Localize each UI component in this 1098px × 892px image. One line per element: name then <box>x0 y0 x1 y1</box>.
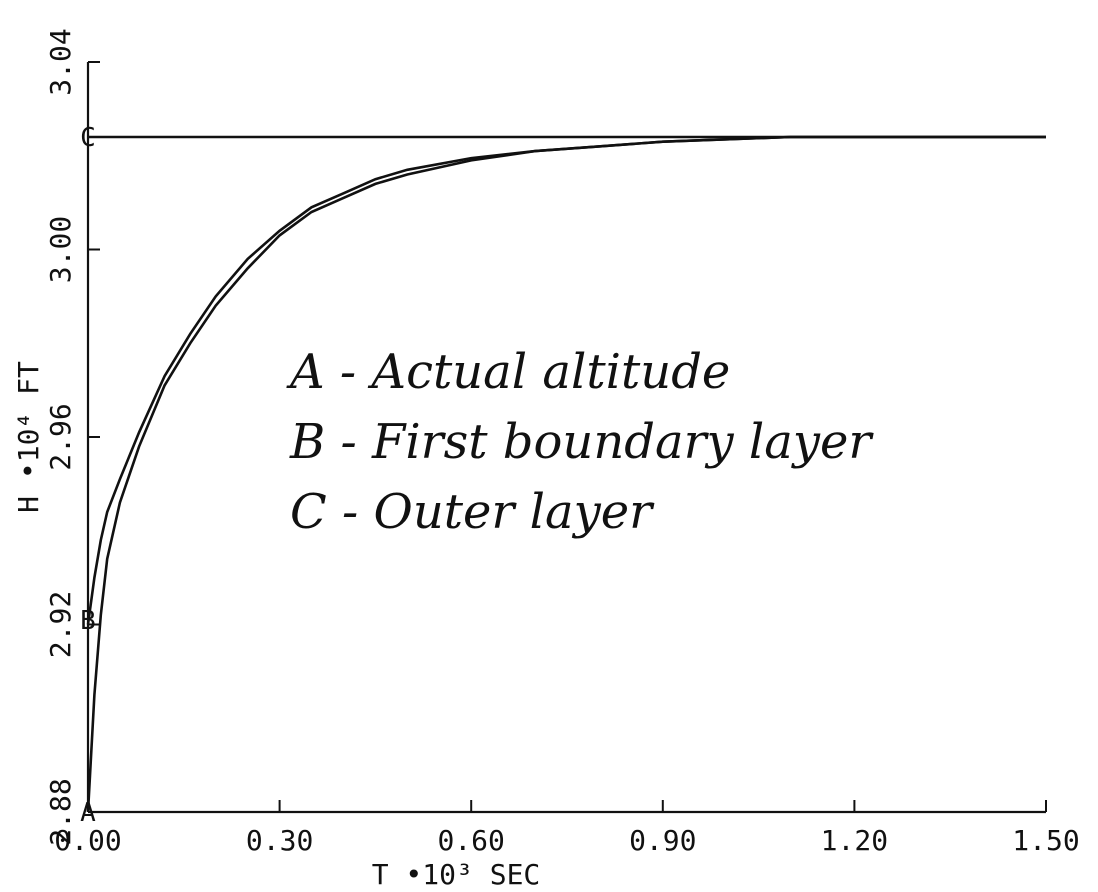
x-tick-label: 0.00 <box>54 824 121 857</box>
series-marker-group: A B C <box>80 123 96 828</box>
y-tick-label: 2.88 <box>44 778 77 845</box>
y-tick-label: 2.96 <box>44 403 77 470</box>
y-axis-label: H •10⁴ FT <box>12 361 45 513</box>
series-marker-b: B <box>80 606 96 636</box>
tick-group: 0.00 0.30 0.60 0.90 1.20 1.50 2.88 2.92 2.96 3.00… <box>44 28 1080 857</box>
y-tick-label: 3.00 <box>44 216 77 283</box>
legend-entry-b: B - First boundary layer <box>289 414 874 470</box>
x-tick-label: 0.90 <box>629 824 696 857</box>
y-tick-label: 2.92 <box>44 591 77 658</box>
series-marker-c: C <box>80 123 96 153</box>
series-line-a <box>86 135 1046 813</box>
series-group <box>86 135 1046 813</box>
x-axis-label: T •10³ SEC <box>372 858 541 891</box>
x-tick-label: 1.20 <box>821 824 888 857</box>
legend-entry-a: A - Actual altitude <box>286 344 730 400</box>
series-marker-a: A <box>80 798 96 828</box>
x-tick-label: 0.30 <box>246 824 313 857</box>
x-tick-label: 1.50 <box>1012 824 1079 857</box>
y-tick-label: 3.04 <box>44 28 77 95</box>
legend: A - Actual altitude B - First boundary l… <box>286 344 874 540</box>
legend-entry-c: C - Outer layer <box>290 484 655 540</box>
x-tick-label: 0.60 <box>437 824 504 857</box>
